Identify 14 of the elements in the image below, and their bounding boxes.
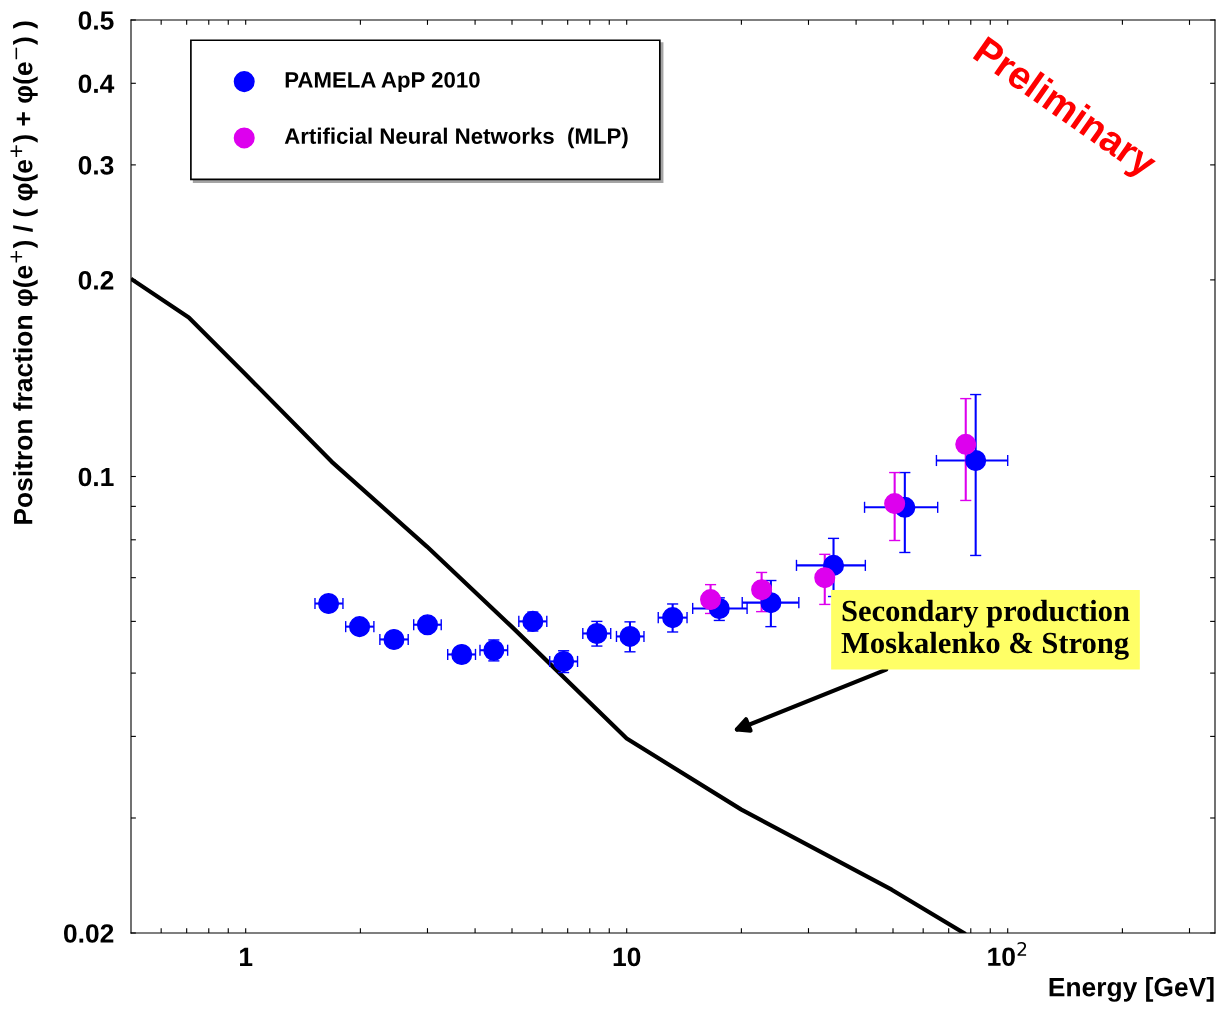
y-tick-label: 0.5 — [78, 11, 114, 30]
x-axis-title: Energy [GeV] — [1049, 977, 1214, 1002]
y-tick-label: 0.3 — [78, 156, 114, 175]
y-tick-label: 0.4 — [78, 74, 115, 94]
x-tick-label: 1 — [240, 947, 253, 967]
y-tick-label: 0.2 — [78, 271, 114, 290]
legend-label: Artificial Neural Networks (MLP) — [284, 127, 628, 149]
y-tick-label: 0.1 — [78, 467, 114, 487]
y-tick-label: 0.02 — [64, 924, 114, 943]
x-tick-label: 10 — [613, 947, 641, 967]
y-axis-title: Positron fraction φ(e$^{+}$) / ( φ(e$^{+}$) + φ(e$^{−}$) ) — [10, 21, 38, 524]
annotation: Secondary production Moskalenko & Strong — [841, 599, 1130, 660]
x-tick-label: 10$^{2}$ — [988, 942, 1027, 967]
legend-label: PAMELA ApP 2010 — [285, 71, 480, 93]
